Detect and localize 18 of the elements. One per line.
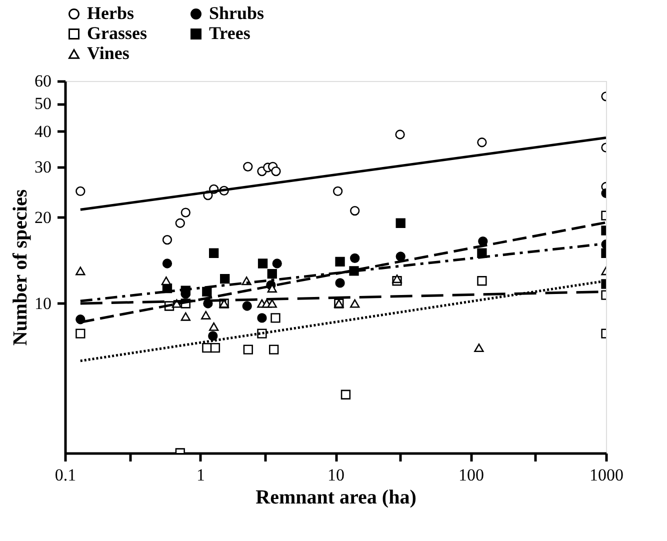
x-tick-label: 1000 <box>590 466 624 484</box>
y-tick-label: 60 <box>34 72 52 90</box>
x-tick-label: 0.1 <box>54 466 76 484</box>
legend-label: Shrubs <box>209 3 264 23</box>
y-tick-label: 50 <box>34 94 52 114</box>
y-tick-label: 30 <box>34 158 52 177</box>
legend-label: Herbs <box>87 3 134 23</box>
x-tick-label: 10 <box>328 466 344 484</box>
y-tick-label: 10 <box>34 294 52 313</box>
legend-label: Grasses <box>87 23 147 43</box>
x-tick-label: 1 <box>196 466 205 484</box>
x-tick-label: 100 <box>458 466 484 484</box>
legend-label: Vines <box>87 43 130 63</box>
y-tick-label: 40 <box>34 122 52 141</box>
x-axis-title: Remnant area (ha) <box>256 486 416 508</box>
y-tick-label: 20 <box>34 208 52 227</box>
legend-label: Trees <box>209 23 250 43</box>
y-axis-title: Number of species <box>10 189 32 346</box>
